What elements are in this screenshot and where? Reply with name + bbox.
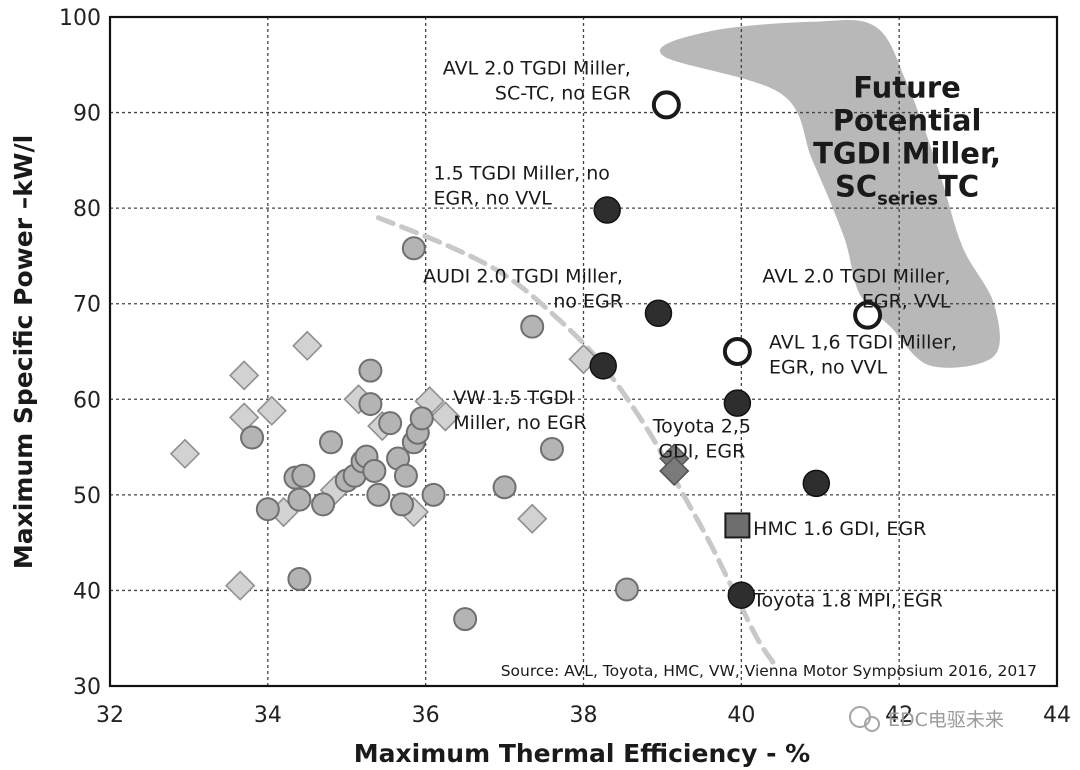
future-region-shape [659,20,1000,368]
x-tick-label: 36 [412,703,440,728]
annotations: AVL 2.0 TGDI Miller, SC-TC, no EGR 1.5 TGD… [423,57,957,611]
data-point-open [853,300,883,330]
annotation-label: GDI, EGR [658,441,745,463]
watermark: EDC电驱未来 [849,706,1004,732]
data-point-diamond [517,503,548,534]
annotation-label: Toyota 1.8 MPI, EGR [752,590,943,612]
future-label-part: SC [835,169,877,203]
y-tick-label: 60 [73,388,101,413]
data-point-highlight [802,469,831,498]
annotation-label: AUDI 2.0 TGDI Miller, [423,266,623,288]
data-point-toyota-diamond [659,455,690,487]
annotation-label: SC-TC, no EGR [495,82,631,104]
x-tick-label: 38 [570,703,598,728]
data-point-circle [291,463,316,488]
data-point-circle [358,392,383,417]
y-tick-label: 30 [73,675,101,700]
source-note: Source: AVL, Toyota, HMC, VW, Vienna Mot… [501,662,1037,680]
data-point-diamond [256,395,287,426]
data-point-circle [287,566,312,591]
data-point-circle [378,411,403,436]
data-point-diamond [292,330,323,361]
data-point-circle [520,314,545,339]
annotation-label: AVL 2.0 TGDI Miller, [762,266,950,288]
data-point-square [724,512,751,539]
y-tick-label: 70 [73,293,101,318]
data-point-circle [453,607,478,632]
plot-frame [108,15,1059,688]
wechat-icon-inner [864,716,880,732]
x-tick-label: 44 [1043,703,1071,728]
data-points [169,90,883,632]
x-tick-label: 40 [727,703,755,728]
data-point-circle [393,463,418,488]
gridlines [110,17,1057,686]
data-point-circle [318,430,343,455]
y-tick-label: 90 [73,102,101,127]
data-point-highlight [593,196,621,224]
annotation-label: EGR, VVL [862,291,951,313]
data-point-circle [358,358,383,383]
data-point-diamond [430,401,461,432]
annotation-label: no EGR [553,291,623,313]
data-point-open [722,337,752,366]
x-axis-title: Maximum Thermal Efficiency - % [354,739,810,768]
data-point-circle [362,458,387,483]
data-point-circle [255,497,280,522]
annotation-label: Miller, no EGR [453,412,586,434]
annotation-label: AVL 2.0 TGDI Miller, [443,57,631,79]
data-point-circle [421,482,446,507]
annotation-label: HMC 1.6 GDI, EGR [753,518,926,540]
tick-labels: 32 34 36 38 40 42 44 30 40 50 60 70 80 90 100 [59,6,1071,728]
y-tick-label: 50 [73,484,101,509]
data-point-highlight [723,389,752,417]
annotation-label: AVL 1,6 TGDI Miller, [769,332,957,354]
data-point-highlight [727,581,756,609]
data-point-circle [539,436,564,461]
data-point-circle [366,482,391,507]
data-point-circle [409,406,434,431]
data-point-circle [401,236,426,261]
x-tick-label: 42 [885,703,913,728]
data-point-highlight [644,299,673,328]
data-point-diamond [169,438,201,469]
future-potential-region [659,20,1000,368]
y-axis-title: Maximum Specific Power –kW/l [9,135,38,569]
data-point-circle [614,577,639,602]
annotation-label: EGR, no VVL [769,357,888,379]
data-point-highlight [589,352,617,380]
data-point-diamond [229,360,260,391]
future-label-line: TGDI Miller, [813,136,1001,170]
future-label-line: Potential [833,103,982,137]
future-label-subscript: series [877,188,938,209]
x-tick-label: 34 [254,703,282,728]
annotation-label: Toyota 2,5 [652,416,751,438]
annotation-label: VW 1.5 TGDI [453,387,574,409]
y-tick-label: 80 [73,197,101,222]
y-tick-label: 40 [73,579,101,604]
data-point-circle [311,492,336,517]
data-point-circle [389,492,414,517]
future-label-line: SCseriesTC [835,169,979,209]
annotation-label: 1.5 TGDI Miller, no [434,162,610,184]
data-point-circle [287,487,312,512]
data-point-open [651,90,681,120]
data-point-circle [240,425,265,450]
annotation-label: EGR, no VVL [434,187,553,209]
data-point-diamond [225,570,256,601]
y-tick-label: 100 [59,6,101,31]
future-label-line: Future [853,70,961,104]
x-tick-label: 32 [96,703,124,728]
watermark-text: EDC电驱未来 [888,709,1004,731]
data-point-circle [492,475,517,500]
future-label-part: TC [938,169,979,203]
